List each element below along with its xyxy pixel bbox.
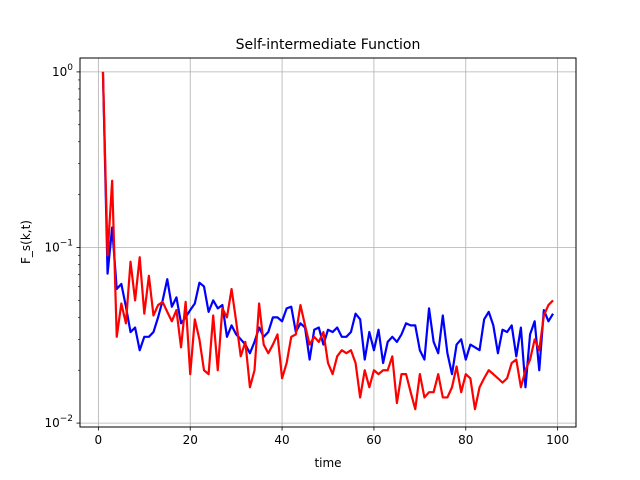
x-tick-label: 80 <box>458 433 473 447</box>
series-line-0 <box>101 71 554 389</box>
x-tick-label: 20 <box>183 433 198 447</box>
x-tick-label: 100 <box>546 433 569 447</box>
y-tick-label: 100 <box>52 63 73 79</box>
y-axis-label: F_s(k,t) <box>19 220 33 264</box>
data-series <box>101 71 554 411</box>
y-tick-label: 10−1 <box>44 238 73 254</box>
x-tick-label: 60 <box>366 433 381 447</box>
x-axis-label: time <box>314 456 341 470</box>
plot-frame <box>79 57 577 428</box>
x-tick-label: 0 <box>95 433 103 447</box>
axis-ticks: 0 20 40 60 80 100 100 10−1 10−2 <box>44 63 569 447</box>
chart-title: Self-intermediate Function <box>236 37 421 53</box>
y-tick-label: 10−2 <box>44 414 73 430</box>
series-line-1 <box>101 71 554 411</box>
x-tick-label: 40 <box>274 433 289 447</box>
grid-lines <box>80 58 576 427</box>
